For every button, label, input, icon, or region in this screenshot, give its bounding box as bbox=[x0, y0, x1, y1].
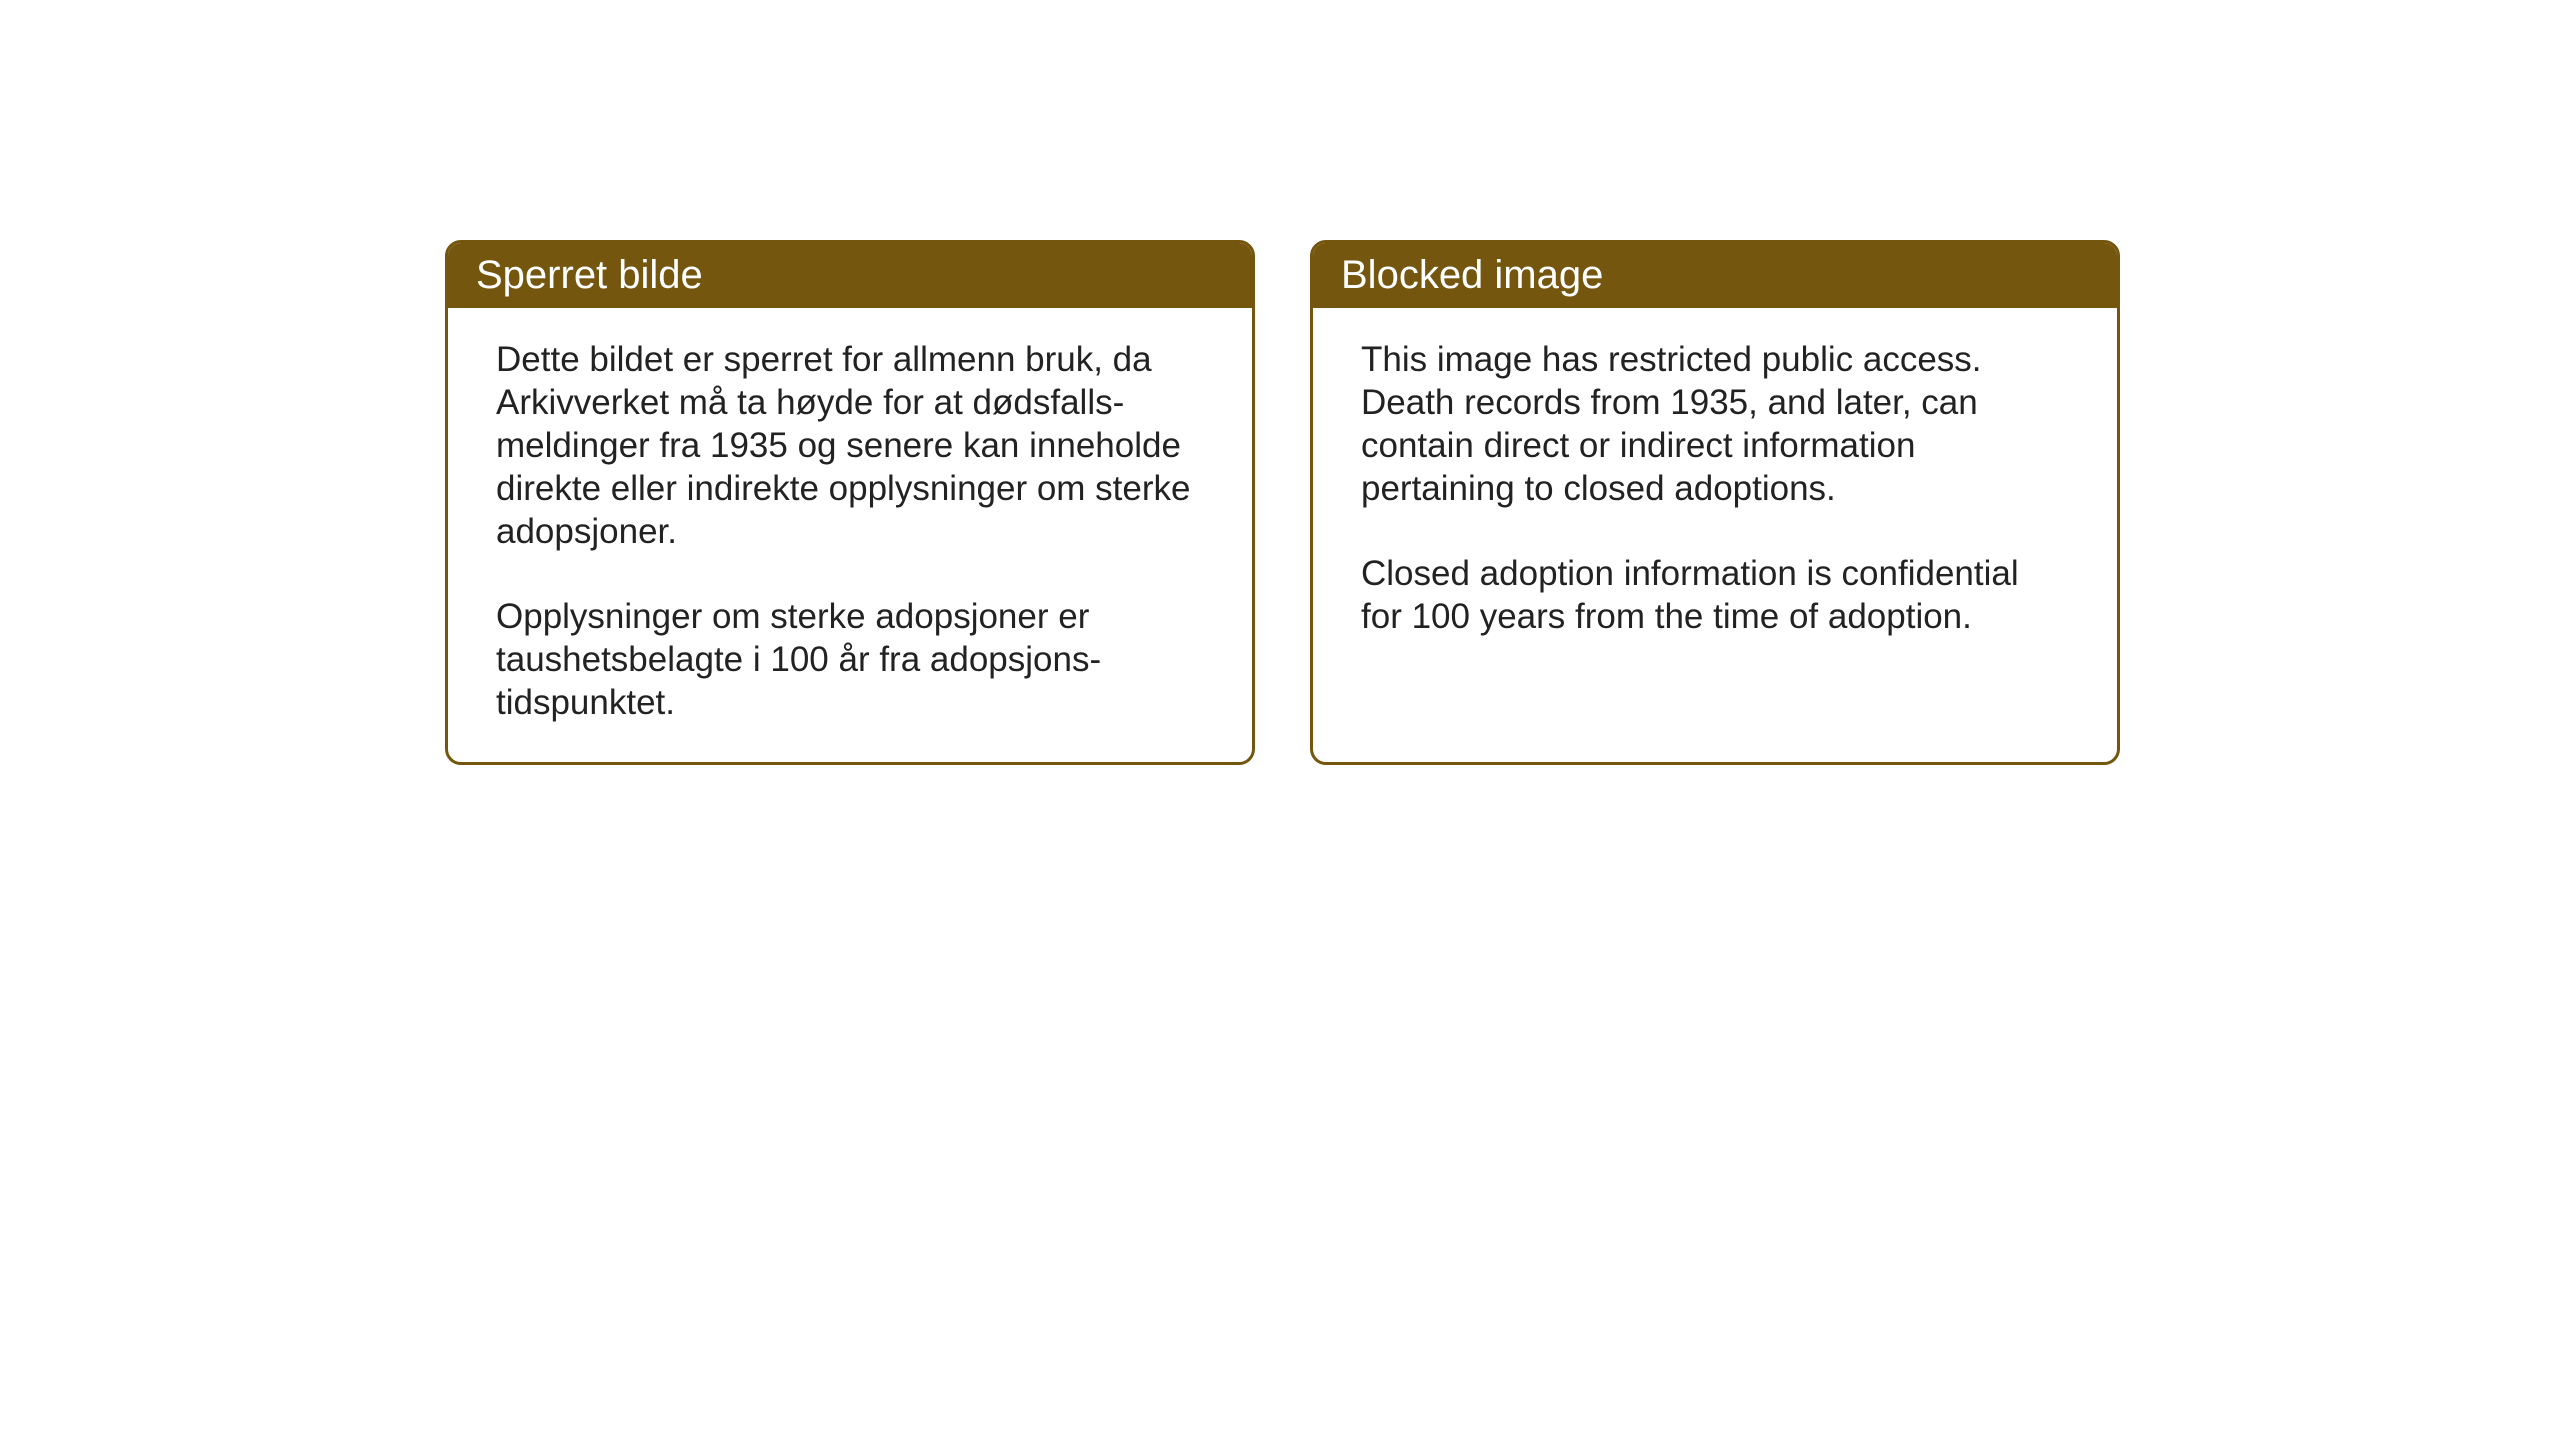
card-body-english: This image has restricted public access.… bbox=[1313, 308, 2117, 753]
card-header-norwegian: Sperret bilde bbox=[448, 243, 1252, 308]
notice-cards-container: Sperret bilde Dette bildet er sperret fo… bbox=[445, 240, 2120, 765]
card-body-norwegian: Dette bildet er sperret for allmenn bruk… bbox=[448, 308, 1252, 762]
notice-paragraph: This image has restricted public access.… bbox=[1361, 338, 2069, 510]
notice-card-norwegian: Sperret bilde Dette bildet er sperret fo… bbox=[445, 240, 1255, 765]
notice-paragraph: Dette bildet er sperret for allmenn bruk… bbox=[496, 338, 1204, 553]
card-header-english: Blocked image bbox=[1313, 243, 2117, 308]
notice-paragraph: Closed adoption information is confident… bbox=[1361, 552, 2069, 638]
notice-paragraph: Opplysninger om sterke adopsjoner er tau… bbox=[496, 595, 1204, 724]
notice-card-english: Blocked image This image has restricted … bbox=[1310, 240, 2120, 765]
